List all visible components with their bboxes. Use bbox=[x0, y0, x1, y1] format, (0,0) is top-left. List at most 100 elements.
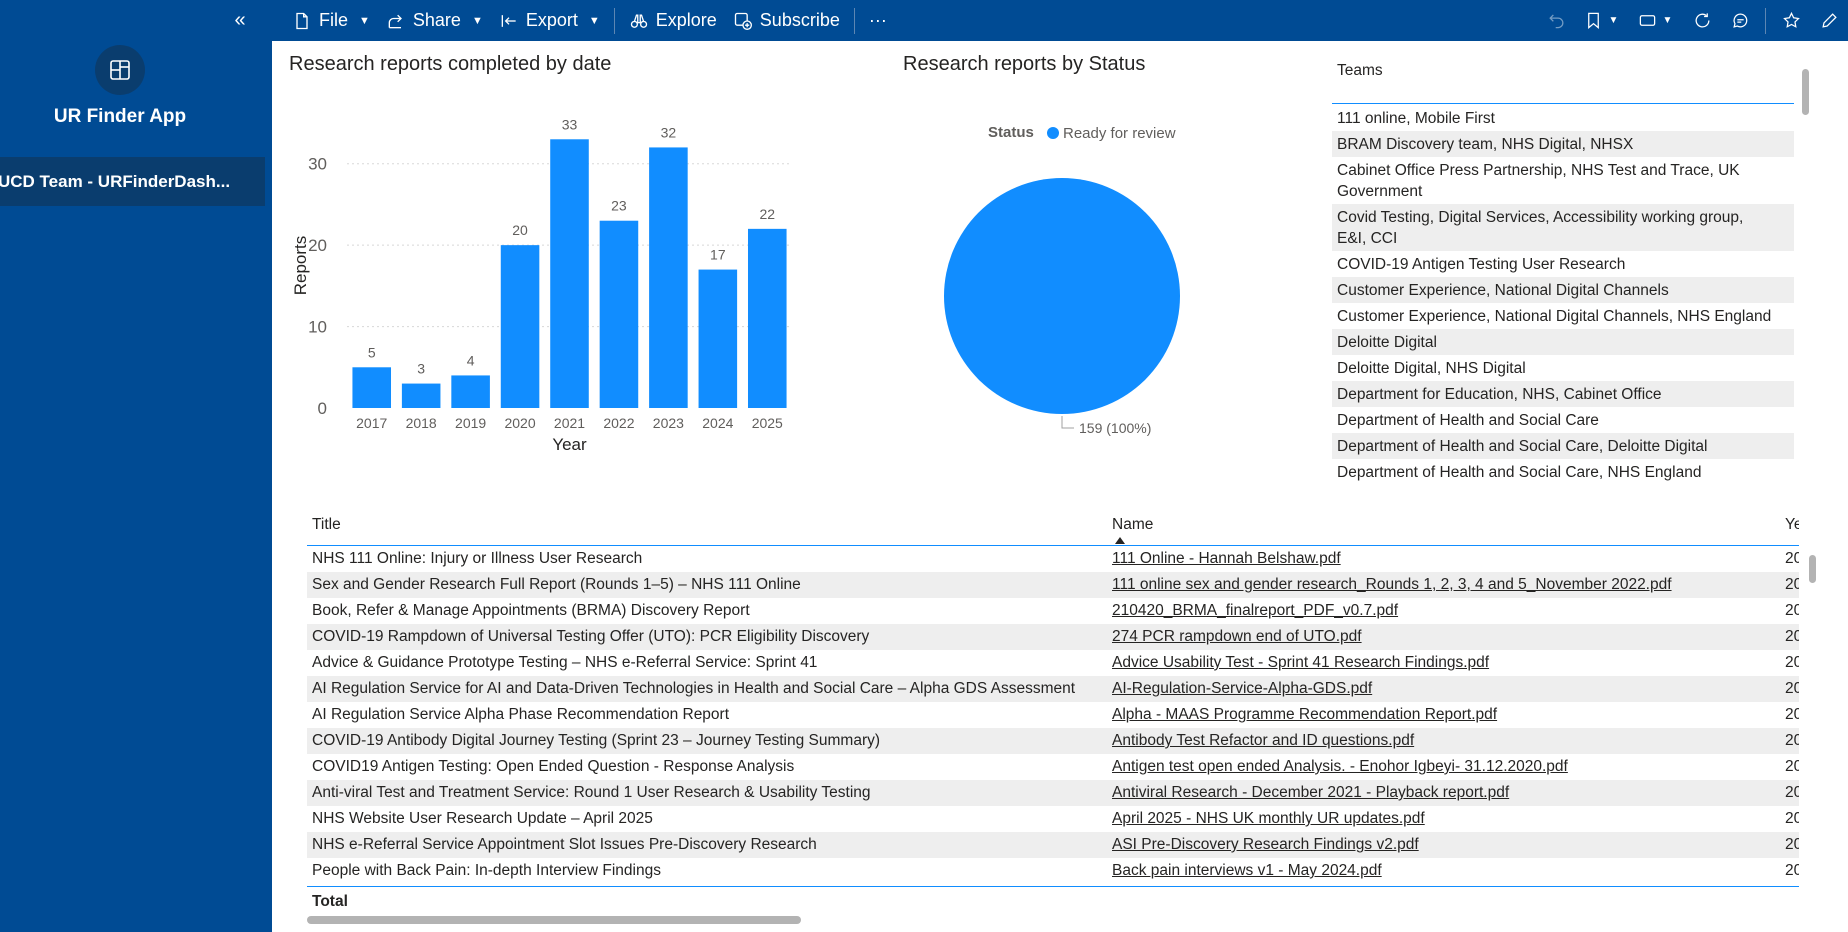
report-file-link[interactable]: 111 online sex and gender research_Round… bbox=[1112, 576, 1672, 593]
report-file-link[interactable]: Alpha - MAAS Programme Recommendation Re… bbox=[1112, 706, 1498, 723]
undo-button[interactable] bbox=[1537, 0, 1575, 41]
explore-button[interactable]: Explore bbox=[621, 0, 725, 41]
pie-chart[interactable]: Status Ready for review 159 (100%) bbox=[892, 83, 1222, 453]
teams-row[interactable]: Cabinet Office Press Partnership, NHS Te… bbox=[1332, 157, 1794, 204]
teams-row[interactable]: Deloitte Digital bbox=[1332, 329, 1794, 355]
table-row[interactable]: COVID-19 Antibody Digital Journey Testin… bbox=[307, 728, 1799, 754]
header-underline bbox=[307, 545, 1799, 546]
bar-data-label: 32 bbox=[661, 124, 677, 140]
name-column-header[interactable]: Name bbox=[1112, 516, 1154, 533]
sidebar-item-report[interactable]: UCD Team - URFinderDash... bbox=[0, 157, 265, 206]
bookmark-button[interactable]: ▼ bbox=[1575, 0, 1627, 41]
teams-row[interactable]: Deloitte Digital, NHS Digital bbox=[1332, 355, 1794, 381]
report-title-cell: Advice & Guidance Prototype Testing – NH… bbox=[312, 654, 818, 671]
refresh-button[interactable] bbox=[1683, 0, 1721, 41]
report-file-link[interactable]: Back pain interviews v1 - May 2024.pdf bbox=[1112, 862, 1382, 879]
bar-data-label: 22 bbox=[759, 206, 775, 222]
bar[interactable] bbox=[698, 269, 738, 408]
teams-table[interactable]: Teams 111 online, Mobile First BRAM Disco… bbox=[1332, 53, 1818, 481]
report-file-link[interactable]: Antibody Test Refactor and ID questions.… bbox=[1112, 732, 1415, 749]
table-row[interactable]: Sex and Gender Research Full Report (Rou… bbox=[307, 572, 1799, 598]
more-options-icon: ··· bbox=[868, 10, 887, 30]
teams-row[interactable]: Department of Health and Social Care, NH… bbox=[1332, 459, 1794, 481]
reports-horizontal-scrollbar[interactable] bbox=[307, 916, 801, 924]
year-column-header[interactable]: Ye bbox=[1785, 516, 1799, 533]
report-title-cell: Anti-viral Test and Treatment Service: R… bbox=[312, 784, 871, 801]
bar[interactable] bbox=[500, 245, 540, 408]
table-row[interactable]: AI Regulation Service Alpha Phase Recomm… bbox=[307, 702, 1799, 728]
table-row[interactable]: NHS 111 Online: Injury or Illness User R… bbox=[307, 546, 1799, 572]
table-row[interactable]: People with Back Pain: In-depth Intervie… bbox=[307, 858, 1799, 884]
file-icon bbox=[296, 12, 308, 29]
bar[interactable] bbox=[649, 147, 688, 408]
bar[interactable] bbox=[747, 228, 787, 408]
report-file-link[interactable]: Antiviral Research - December 2021 - Pla… bbox=[1112, 784, 1510, 801]
teams-row[interactable]: Department of Health and Social Care bbox=[1332, 407, 1794, 433]
report-year-cell: 20 bbox=[1785, 758, 1799, 775]
report-file-link[interactable]: Antigen test open ended Analysis. - Enoh… bbox=[1112, 758, 1568, 775]
teams-cell-text: E&I, CCI bbox=[1337, 230, 1398, 247]
teams-row[interactable]: 111 online, Mobile First bbox=[1332, 105, 1794, 131]
bar[interactable] bbox=[599, 220, 639, 408]
report-year-cell: 20 bbox=[1785, 732, 1799, 749]
pie-leader-line bbox=[1061, 416, 1074, 429]
chevron-down-icon: ▼ bbox=[471, 14, 483, 27]
teams-cell-text: Department for Education, NHS, Cabinet O… bbox=[1337, 386, 1662, 403]
teams-row[interactable]: Customer Experience, National Digital Ch… bbox=[1332, 277, 1794, 303]
edit-button[interactable] bbox=[1810, 0, 1848, 41]
table-row[interactable]: COVID19 Antigen Testing: Open Ended Ques… bbox=[307, 754, 1799, 780]
reports-table[interactable]: Title Name Ye NHS 111 Online: Injury or … bbox=[307, 503, 1821, 925]
collapse-sidebar-button[interactable]: « bbox=[228, 8, 252, 32]
file-menu-button[interactable]: File ▼ bbox=[284, 0, 378, 41]
teams-scrollbar[interactable] bbox=[1802, 69, 1809, 115]
report-year-cell: 20 bbox=[1785, 550, 1799, 567]
favorite-button[interactable] bbox=[1772, 0, 1810, 41]
report-file-link[interactable]: 210420_BRMA_finalreport_PDF_v0.7.pdf bbox=[1112, 602, 1399, 619]
report-file-link[interactable]: 111 Online - Hannah Belshaw.pdf bbox=[1112, 550, 1341, 567]
app-logo bbox=[95, 45, 145, 95]
x-tick-label: 2018 bbox=[406, 415, 437, 431]
bar[interactable] bbox=[550, 139, 589, 408]
more-options-button[interactable]: ··· bbox=[861, 0, 895, 41]
share-menu-button[interactable]: Share ▼ bbox=[378, 0, 491, 41]
report-file-link[interactable]: ASI Pre-Discovery Research Findings v2.p… bbox=[1112, 836, 1419, 853]
report-file-link[interactable]: Advice Usability Test - Sprint 41 Resear… bbox=[1112, 654, 1490, 671]
bar[interactable] bbox=[401, 383, 441, 408]
report-file-link[interactable]: AI-Regulation-Service-Alpha-GDS.pdf bbox=[1112, 680, 1373, 697]
report-title-cell: Book, Refer & Manage Appointments (BRMA)… bbox=[312, 602, 750, 619]
toolbar-divider bbox=[853, 7, 855, 34]
x-tick-label: 2022 bbox=[603, 415, 634, 431]
title-column-header[interactable]: Title bbox=[312, 516, 341, 533]
report-title-cell: Sex and Gender Research Full Report (Rou… bbox=[312, 576, 801, 593]
table-row[interactable]: NHS e-Referral Service Appointment Slot … bbox=[307, 832, 1799, 858]
teams-column-header[interactable]: Teams bbox=[1337, 62, 1383, 79]
teams-row[interactable]: Department for Education, NHS, Cabinet O… bbox=[1332, 381, 1794, 407]
sort-ascending-icon bbox=[1115, 537, 1125, 544]
reports-vertical-scrollbar[interactable] bbox=[1809, 555, 1816, 583]
bar[interactable] bbox=[352, 367, 392, 408]
export-menu-button[interactable]: Export ▼ bbox=[491, 0, 608, 41]
bar[interactable] bbox=[451, 375, 490, 408]
table-row[interactable]: AI Regulation Service for AI and Data-Dr… bbox=[307, 676, 1799, 702]
report-file-link[interactable]: 274 PCR rampdown end of UTO.pdf bbox=[1112, 628, 1362, 645]
teams-row[interactable]: Customer Experience, National Digital Ch… bbox=[1332, 303, 1794, 329]
comment-button[interactable] bbox=[1721, 0, 1759, 41]
legend-entry[interactable]: Ready for review bbox=[1063, 125, 1176, 142]
report-year-cell: 20 bbox=[1785, 628, 1799, 645]
teams-row[interactable]: COVID-19 Antigen Testing User Research bbox=[1332, 251, 1794, 277]
table-row[interactable]: NHS Website User Research Update – April… bbox=[307, 806, 1799, 832]
teams-row[interactable]: Department of Health and Social Care, De… bbox=[1332, 433, 1794, 459]
table-row[interactable]: Book, Refer & Manage Appointments (BRMA)… bbox=[307, 598, 1799, 624]
table-row[interactable]: Anti-viral Test and Treatment Service: R… bbox=[307, 780, 1799, 806]
report-file-link[interactable]: April 2025 - NHS UK monthly UR updates.p… bbox=[1112, 810, 1425, 827]
report-title-cell: COVID-19 Antibody Digital Journey Testin… bbox=[312, 732, 881, 749]
teams-row[interactable]: Covid Testing, Digital Services, Accessi… bbox=[1332, 204, 1794, 251]
teams-row[interactable]: BRAM Discovery team, NHS Digital, NHSX bbox=[1332, 131, 1794, 157]
bar-chart[interactable]: 0102030520173201842019202020332021232022… bbox=[282, 83, 802, 453]
subscribe-button[interactable]: Subscribe bbox=[725, 0, 848, 41]
view-button[interactable]: ▼ bbox=[1627, 0, 1683, 41]
table-row[interactable]: Advice & Guidance Prototype Testing – NH… bbox=[307, 650, 1799, 676]
bar-chart-title: Research reports completed by date bbox=[289, 53, 612, 75]
pie-slice[interactable] bbox=[944, 178, 1180, 414]
table-row[interactable]: COVID-19 Rampdown of Universal Testing O… bbox=[307, 624, 1799, 650]
